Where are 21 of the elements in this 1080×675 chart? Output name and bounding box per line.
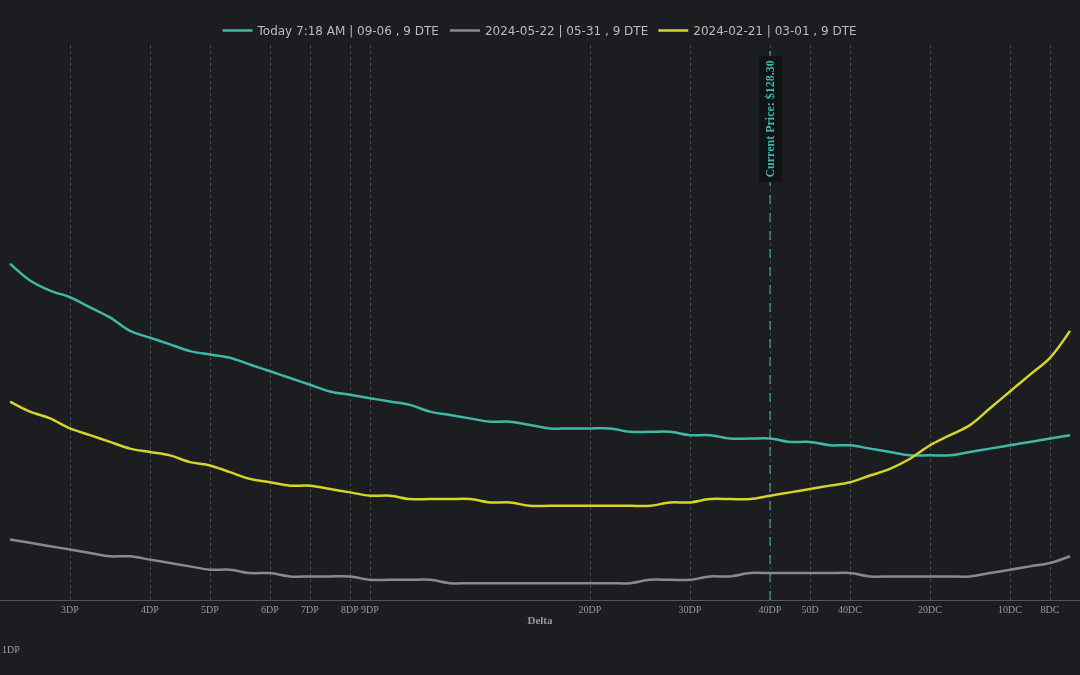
x-tick-label: 20DC <box>918 604 943 615</box>
x-tick-label: 10DC <box>998 604 1023 615</box>
x-tick-label: 8DP <box>341 604 360 615</box>
ref-line-label: Current Price: $128.30 <box>763 60 778 178</box>
x-tick-label: 40DC <box>838 604 863 615</box>
x-tick-label: 5DP <box>201 604 220 615</box>
legend-label: 2024-02-21 | 03-01 , 9 DTE <box>693 24 857 39</box>
legend-label: 2024-05-22 | 05-31 , 9 DTE <box>484 24 649 39</box>
x-tick-label: 8DC <box>1040 604 1060 615</box>
x-tick-label: 50D <box>801 604 819 615</box>
x-tick-label: 20DP <box>578 604 602 615</box>
x-tick-label: 7DP <box>301 604 320 615</box>
x-tick-label: 6DP <box>261 604 280 615</box>
legend-label: Today 7:18 AM | 09-06 , 9 DTE <box>256 24 439 39</box>
x-tick-label: 30DP <box>678 604 702 615</box>
x-axis-title: Delta <box>527 614 554 627</box>
x-tick-label: 9DP <box>361 604 380 615</box>
x-tick-label: 40DP <box>758 604 782 615</box>
x-tick-label: 3DP <box>61 604 80 615</box>
text: 1DP <box>2 644 21 655</box>
x-tick-label: 4DP <box>141 604 160 615</box>
